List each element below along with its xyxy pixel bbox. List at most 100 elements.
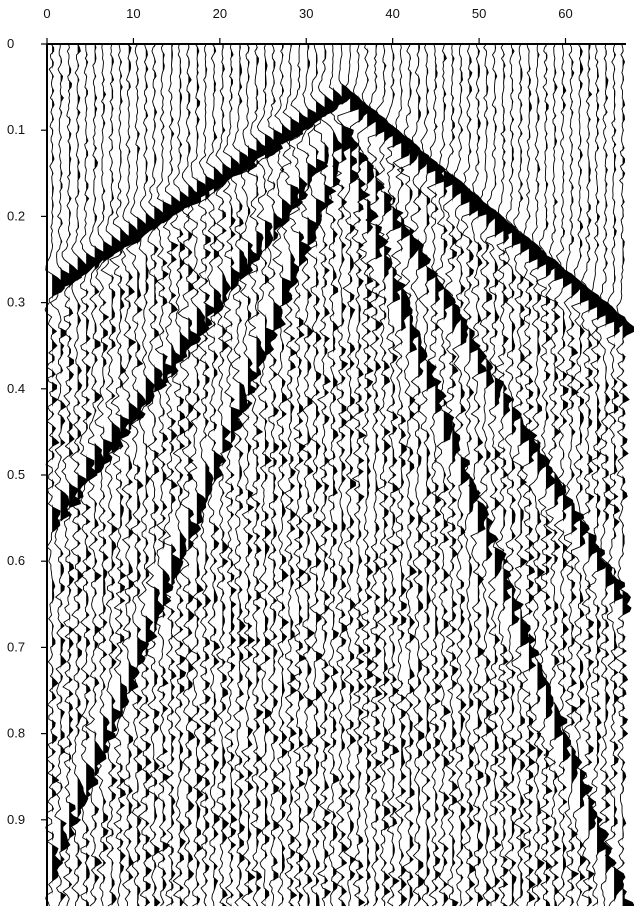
seismic-trace [214,43,236,907]
trace-wiggle [279,43,304,907]
trace-wiggle [214,43,236,907]
traces-layer [44,43,634,907]
seismic-trace [384,43,406,907]
trace-fill [137,44,150,906]
trace-fill [247,44,261,906]
trace-wiggle [511,43,534,907]
trace-wiggle [296,43,321,907]
trace-wiggle [460,43,481,907]
seismic-trace [296,43,321,907]
seismic-trace [329,43,355,907]
trace-wiggle [434,43,457,907]
seismic-trace [230,43,251,907]
seismic-trace [256,43,278,907]
trace-fill [384,47,397,906]
trace-wiggle [320,43,343,907]
seismic-trace [79,43,99,907]
trace-wiggle [519,43,542,907]
seismic-trace [145,43,167,907]
trace-fill [111,44,124,906]
trace-wiggle [44,43,65,907]
trace-fill [222,44,235,906]
seismic-trace [272,43,295,907]
trace-wiggle [126,43,150,907]
trace-fill [154,44,167,906]
trace-fill [128,44,141,896]
trace-fill [375,44,388,906]
seismic-trace [61,43,82,907]
trace-fill [69,44,82,903]
trace-wiggle [265,43,286,907]
seismic-trace [205,43,227,907]
trace-wiggle [205,43,227,907]
trace-wiggle [120,43,142,907]
trace-wiggle [85,43,108,907]
trace-wiggle [484,43,508,907]
trace-fill [145,47,159,906]
trace-wiggle [570,43,593,907]
trace-wiggle [222,43,244,907]
trace-fill [588,44,601,906]
seismic-trace [320,43,343,907]
trace-fill [256,44,269,906]
trace-fill [392,51,405,907]
x-tick-label: 60 [558,6,572,21]
seismic-trace [365,43,389,907]
seismic-trace [604,43,627,907]
seismic-trace [535,43,559,907]
seismic-trace [587,43,610,907]
trace-wiggle [468,43,491,907]
seismic-trace [595,43,618,907]
seismic-trace [170,43,193,907]
y-axis-ticks: 0 0.1 0.2 0.3 0.4 0.5 0.6 0.7 0.8 0.9 [7,36,47,827]
trace-wiggle [94,43,116,907]
y-tick-label: 0.4 [7,381,25,396]
trace-wiggle [162,43,185,907]
trace-wiggle [479,43,499,907]
trace-wiggle [357,43,380,907]
trace-fill [162,44,176,906]
trace-fill [622,44,634,906]
seismic-trace [391,43,414,907]
seismic-trace [434,43,457,907]
trace-wiggle [543,43,568,907]
seismic-trace [460,43,481,907]
y-tick-label: 0.7 [7,639,25,654]
trace-fill [316,51,329,907]
seismic-trace [306,43,329,907]
seismic-trace [126,43,150,907]
trace-fill [597,47,610,906]
trace-fill [469,44,481,903]
seismic-trace [279,43,304,907]
y-tick-label: 0.6 [7,553,25,568]
seismic-trace [553,43,576,907]
trace-wiggle [595,43,618,907]
seismic-trace [337,43,361,907]
trace-fill [409,44,422,903]
trace-wiggle [239,43,261,907]
trace-wiggle [580,43,602,907]
y-tick-label: 0.9 [7,812,25,827]
trace-fill [545,44,559,906]
y-tick-label: 0 [7,36,14,51]
trace-fill [477,47,491,906]
seismic-trace [100,43,124,907]
seismic-trace [357,43,380,907]
trace-wiggle [306,43,329,907]
seismic-trace [94,43,116,907]
trace-fill [103,58,116,885]
seismic-trace [543,43,568,907]
trace-wiggle [535,43,559,907]
trace-wiggle [256,43,278,907]
trace-fill [264,44,278,906]
seismic-trace [222,43,244,907]
trace-fill [350,44,361,903]
seismic-trace [349,43,371,907]
seismic-trace [504,43,525,907]
seismic-trace [563,43,585,907]
seismic-trace [452,43,474,907]
x-tick-label: 30 [299,6,313,21]
y-tick-label: 0.3 [7,295,25,310]
trace-fill [307,44,320,906]
trace-wiggle [145,43,167,907]
